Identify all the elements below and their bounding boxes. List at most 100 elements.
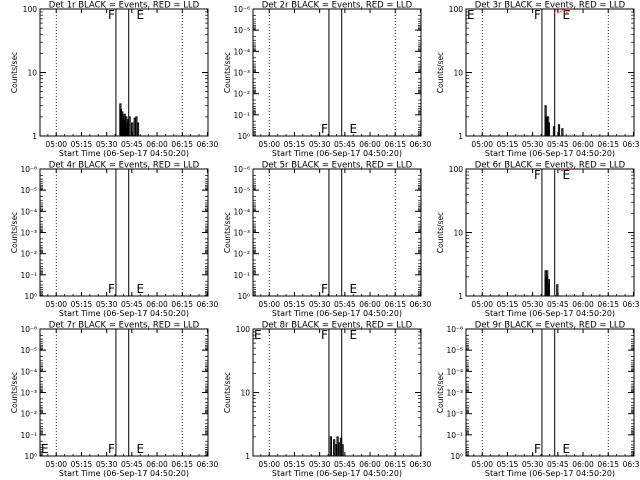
- y-tick-label: 10⁰: [450, 452, 463, 461]
- x-tick-label: 05:00: [471, 300, 493, 309]
- y-tick-label: 1: [32, 132, 37, 141]
- x-tick-label: 06:00: [146, 460, 168, 469]
- series-line-lld: [554, 8, 573, 14]
- plot-frame: [252, 8, 422, 137]
- flare-letter-e: E: [349, 122, 357, 136]
- x-axis-label: Start Time (06-Sep-17 04:50:20): [272, 149, 402, 158]
- x-tick-label: 06:30: [410, 460, 432, 469]
- x-tick-label: 06:30: [623, 460, 640, 469]
- x-tick-label: 05:00: [258, 460, 280, 469]
- flare-letter-f: F: [108, 282, 115, 296]
- panel-title: Det 1r BLACK = Events, RED = LLD: [49, 1, 200, 11]
- y-tick-label: 10⁻⁵: [20, 186, 37, 195]
- x-tick-label: 06:30: [197, 460, 219, 469]
- x-axis-label: Start Time (06-Sep-17 04:50:20): [485, 149, 615, 158]
- panel-det-8: Det 8r BLACK = Events, RED = LLD 05:00 05:…: [223, 321, 431, 479]
- flare-letter-f: F: [108, 8, 115, 22]
- y-tick-label: 10: [453, 69, 463, 78]
- x-tick-label: 06:30: [410, 140, 432, 149]
- y-tick-label: 10⁰: [24, 292, 37, 301]
- panel-title: Det 2r BLACK = Events, RED = LLD: [262, 1, 413, 11]
- panel-title: Det 9r BLACK = Events, RED = LLD: [475, 321, 626, 331]
- x-tick-label: 05:00: [45, 300, 67, 309]
- flare-letter-e: E: [562, 8, 570, 22]
- y-tick-label: 10⁻²: [233, 90, 250, 99]
- plot-frame: [465, 8, 635, 137]
- y-tick-label: 10⁻³: [20, 389, 37, 398]
- x-tick-label: 05:15: [284, 460, 306, 469]
- x-tick-label: 05:45: [334, 460, 356, 469]
- x-tick-label: 05:15: [71, 140, 93, 149]
- y-tick-label: 1: [458, 132, 463, 141]
- y-tick-label: 10⁻¹: [233, 271, 250, 280]
- x-axis-label: Start Time (06-Sep-17 04:50:20): [272, 309, 402, 318]
- x-tick-label: 06:00: [359, 300, 381, 309]
- flare-letter-e: E: [136, 442, 144, 456]
- x-tick-label: 05:45: [121, 460, 143, 469]
- panel-det-5: Det 5r BLACK = Events, RED = LLD 05:00 05:…: [223, 161, 431, 319]
- x-tick-label: 06:00: [146, 300, 168, 309]
- x-tick-label: 06:30: [623, 140, 640, 149]
- flare-letter-e: E: [349, 328, 357, 342]
- y-tick-label: 10⁻³: [233, 69, 250, 78]
- y-axis-label: Counts/sec: [436, 212, 445, 253]
- x-tick-label: 06:30: [623, 300, 640, 309]
- x-axis-label: Start Time (06-Sep-17 04:50:20): [485, 469, 615, 478]
- y-tick-label: 10⁻⁵: [446, 346, 463, 355]
- x-axis-label: Start Time (06-Sep-17 04:50:20): [272, 469, 402, 478]
- x-tick-label: 05:00: [45, 140, 67, 149]
- x-tick-label: 06:30: [410, 300, 432, 309]
- flare-letter-f: F: [108, 442, 115, 456]
- series-line-events: [544, 270, 559, 296]
- x-tick-label: 05:45: [121, 300, 143, 309]
- y-tick-label: 10⁻²: [20, 410, 37, 419]
- y-tick-label: 10⁻⁶: [233, 165, 250, 174]
- y-tick-label: 10⁻¹: [446, 431, 463, 440]
- series-line-events: [119, 103, 140, 136]
- x-tick-label: 05:30: [309, 460, 331, 469]
- x-tick-label: 06:15: [597, 140, 619, 149]
- x-tick-label: 06:00: [572, 300, 594, 309]
- x-tick-label: 05:45: [121, 140, 143, 149]
- y-tick-label: 10: [453, 229, 463, 238]
- y-tick-label: 1: [245, 452, 250, 461]
- x-tick-label: 05:00: [471, 460, 493, 469]
- panel-det-7: Det 7r BLACK = Events, RED = LLD 05:00 05:…: [10, 321, 218, 479]
- panel-title: Det 6r BLACK = Events, RED = LLD: [475, 161, 626, 171]
- x-axis-label: Start Time (06-Sep-17 04:50:20): [59, 469, 189, 478]
- y-axis-label: Counts/sec: [10, 372, 19, 413]
- y-tick-label: 10⁰: [237, 292, 250, 301]
- x-tick-label: 05:30: [522, 300, 544, 309]
- panel-det-3: Det 3r BLACK = Events, RED = LLD 05:00 05:…: [436, 1, 640, 159]
- x-tick-label: 05:15: [71, 460, 93, 469]
- x-axis-label: Start Time (06-Sep-17 04:50:20): [59, 149, 189, 158]
- flare-letter-f: F: [321, 122, 328, 136]
- y-tick-label: 10⁻¹: [20, 271, 37, 280]
- flare-letter-e: E: [136, 8, 144, 22]
- panel-det-2: Det 2r BLACK = Events, RED = LLD 05:00 05:…: [223, 1, 431, 159]
- plot-frame: [465, 168, 635, 297]
- y-tick-label: 10⁻²: [20, 250, 37, 259]
- x-tick-label: 05:30: [96, 460, 118, 469]
- y-tick-label: 10⁻⁵: [233, 186, 250, 195]
- x-tick-label: 05:00: [471, 140, 493, 149]
- panel-title: Det 3r BLACK = Events, RED = LLD: [475, 1, 626, 11]
- x-tick-label: 06:15: [384, 460, 406, 469]
- x-tick-label: 05:45: [334, 300, 356, 309]
- x-tick-label: 05:30: [309, 140, 331, 149]
- x-tick-label: 06:15: [171, 140, 193, 149]
- x-tick-label: 05:15: [71, 300, 93, 309]
- y-tick-label: 10⁻⁶: [446, 325, 463, 334]
- flare-letter-f: F: [534, 168, 541, 182]
- y-axis-label: Counts/sec: [10, 212, 19, 253]
- x-tick-label: 05:00: [258, 140, 280, 149]
- x-tick-label: 05:30: [96, 300, 118, 309]
- flare-letter-f: F: [534, 8, 541, 22]
- x-tick-label: 06:15: [171, 300, 193, 309]
- x-tick-label: 05:15: [284, 300, 306, 309]
- y-tick-label: 10⁻¹: [20, 431, 37, 440]
- y-tick-label: 10⁻⁶: [233, 5, 250, 14]
- x-tick-label: 05:45: [334, 140, 356, 149]
- flare-letter-e: E: [349, 282, 357, 296]
